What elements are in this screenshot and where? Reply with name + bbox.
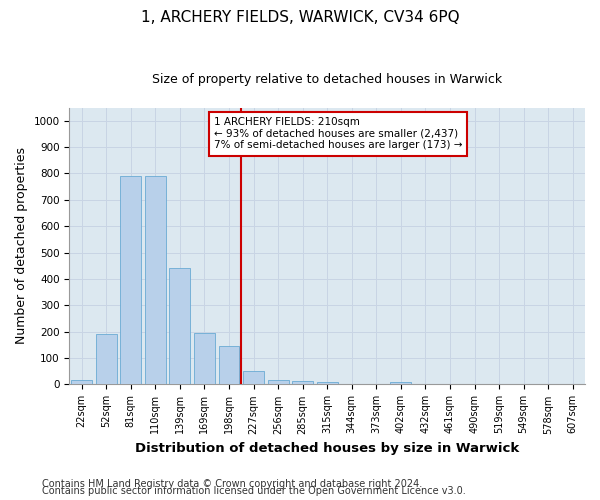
Bar — [71, 380, 92, 384]
Text: Contains public sector information licensed under the Open Government Licence v3: Contains public sector information licen… — [42, 486, 466, 496]
Text: 1, ARCHERY FIELDS, WARWICK, CV34 6PQ: 1, ARCHERY FIELDS, WARWICK, CV34 6PQ — [140, 10, 460, 25]
Bar — [96, 334, 116, 384]
Bar — [391, 382, 411, 384]
Bar — [268, 380, 289, 384]
Bar — [194, 333, 215, 384]
Bar — [292, 382, 313, 384]
Bar — [145, 176, 166, 384]
Bar — [218, 346, 239, 385]
Bar — [121, 176, 141, 384]
Y-axis label: Number of detached properties: Number of detached properties — [15, 148, 28, 344]
Text: 1 ARCHERY FIELDS: 210sqm
← 93% of detached houses are smaller (2,437)
7% of semi: 1 ARCHERY FIELDS: 210sqm ← 93% of detach… — [214, 117, 462, 150]
Title: Size of property relative to detached houses in Warwick: Size of property relative to detached ho… — [152, 72, 502, 86]
Text: Contains HM Land Registry data © Crown copyright and database right 2024.: Contains HM Land Registry data © Crown c… — [42, 479, 422, 489]
X-axis label: Distribution of detached houses by size in Warwick: Distribution of detached houses by size … — [135, 442, 520, 455]
Bar — [317, 382, 338, 384]
Bar — [169, 268, 190, 384]
Bar — [243, 372, 264, 384]
